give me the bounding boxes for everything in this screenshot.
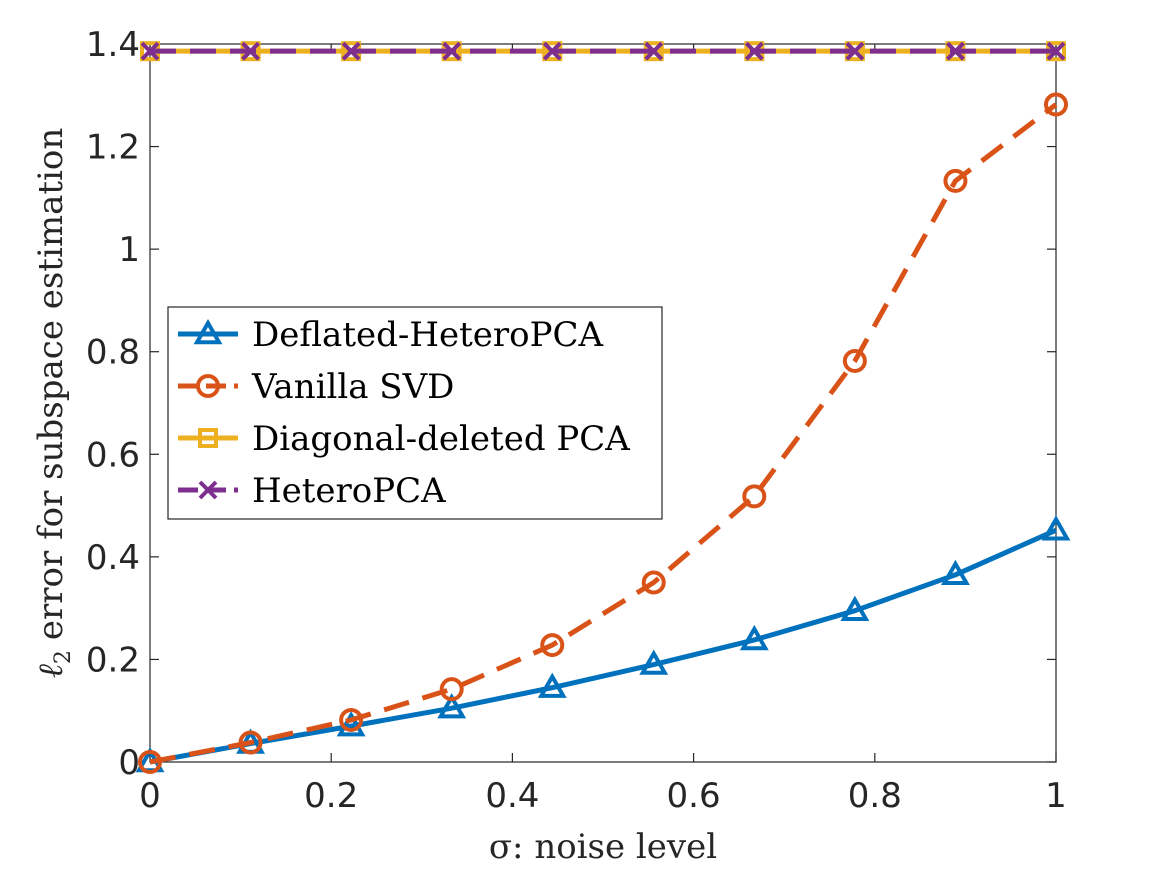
- series-line: [149, 527, 1058, 765]
- data-point-marker: [1046, 41, 1066, 61]
- legend-label: Vanilla SVD: [251, 367, 454, 407]
- y-tick-label: 0.6: [86, 435, 140, 475]
- data-point-marker: [238, 730, 263, 755]
- data-point-marker: [140, 41, 160, 61]
- data-point-marker: [845, 41, 865, 61]
- x-tick-label: 0: [139, 776, 161, 816]
- data-point-marker: [437, 693, 467, 719]
- data-point-marker: [341, 41, 361, 61]
- y-tick-label: 1.4: [86, 25, 140, 65]
- legend-item: Diagonal-deleted PCA: [178, 419, 630, 459]
- legend-item: Vanilla SVD: [178, 367, 454, 407]
- y-tick-label: 1.2: [86, 128, 140, 168]
- data-point-marker: [641, 570, 666, 595]
- x-tick-label: 0.2: [304, 776, 358, 816]
- y-axis-label: ℓ2 error for subspace estimation: [31, 128, 76, 679]
- y-tick-label: 0.8: [86, 333, 140, 373]
- data-point-marker: [639, 649, 669, 675]
- legend-marker: [198, 428, 218, 448]
- data-point-marker: [744, 41, 764, 61]
- y-tick-label: 0: [118, 743, 140, 783]
- legend-label: Deflated-HeteroPCA: [252, 315, 604, 355]
- y-tick-label: 0.4: [86, 538, 140, 578]
- series-layer: [135, 41, 1071, 774]
- data-point-marker: [644, 41, 664, 61]
- data-point-marker: [138, 750, 162, 774]
- y-axis-label-text: error for subspace estimation: [31, 128, 71, 640]
- x-tick-label: 0.4: [485, 776, 539, 816]
- legend-marker: [193, 318, 223, 345]
- data-point-marker: [1044, 92, 1068, 117]
- data-point-marker: [840, 595, 870, 621]
- y-tick-label: 0.2: [86, 640, 140, 680]
- x-tick-label: 1: [1045, 776, 1067, 816]
- y-axis-label-symbol: ℓ: [31, 664, 71, 678]
- data-point-marker: [542, 41, 562, 61]
- axis-ticks: 0 0.2 0.4 0.6 0.8 1 0 0.2 0.4 0.6 0.8 1 1.2 1.4: [86, 25, 1067, 816]
- data-point-marker: [336, 711, 366, 737]
- legend-label: HeteroPCA: [252, 471, 446, 511]
- data-point-marker: [439, 677, 464, 702]
- data-point-marker: [946, 41, 965, 61]
- data-point-marker: [442, 41, 462, 61]
- data-point-marker: [339, 707, 364, 732]
- data-point-marker: [537, 672, 567, 698]
- data-point-marker: [241, 41, 260, 61]
- legend-box: [167, 306, 663, 520]
- data-point-marker: [739, 624, 769, 651]
- series-heteropca: [140, 41, 1066, 61]
- y-tick-label: 1: [118, 230, 140, 270]
- data-point-marker: [742, 484, 767, 509]
- series-line: [149, 102, 1058, 765]
- data-point-marker: [540, 633, 565, 658]
- legend-marker: [196, 374, 220, 398]
- legend-label: Diagonal-deleted PCA: [252, 419, 630, 459]
- data-point-marker: [1041, 515, 1071, 541]
- legend-item: HeteroPCA: [178, 471, 446, 511]
- legend: Deflated-HeteroPCA Vanilla SVD Diagonal-de…: [167, 306, 663, 520]
- data-point-marker: [940, 559, 970, 586]
- data-point-marker: [842, 348, 867, 373]
- y-axis-label-subscript: 2: [51, 650, 76, 664]
- data-point-marker: [943, 168, 968, 193]
- legend-marker: [198, 480, 218, 500]
- series-vanilla-svd: [138, 92, 1068, 774]
- legend-item: Deflated-HeteroPCA: [178, 315, 604, 355]
- x-axis-label: σ: noise level: [489, 827, 717, 867]
- x-tick-label: 0.8: [848, 776, 902, 816]
- x-tick-label: 0.6: [667, 776, 721, 816]
